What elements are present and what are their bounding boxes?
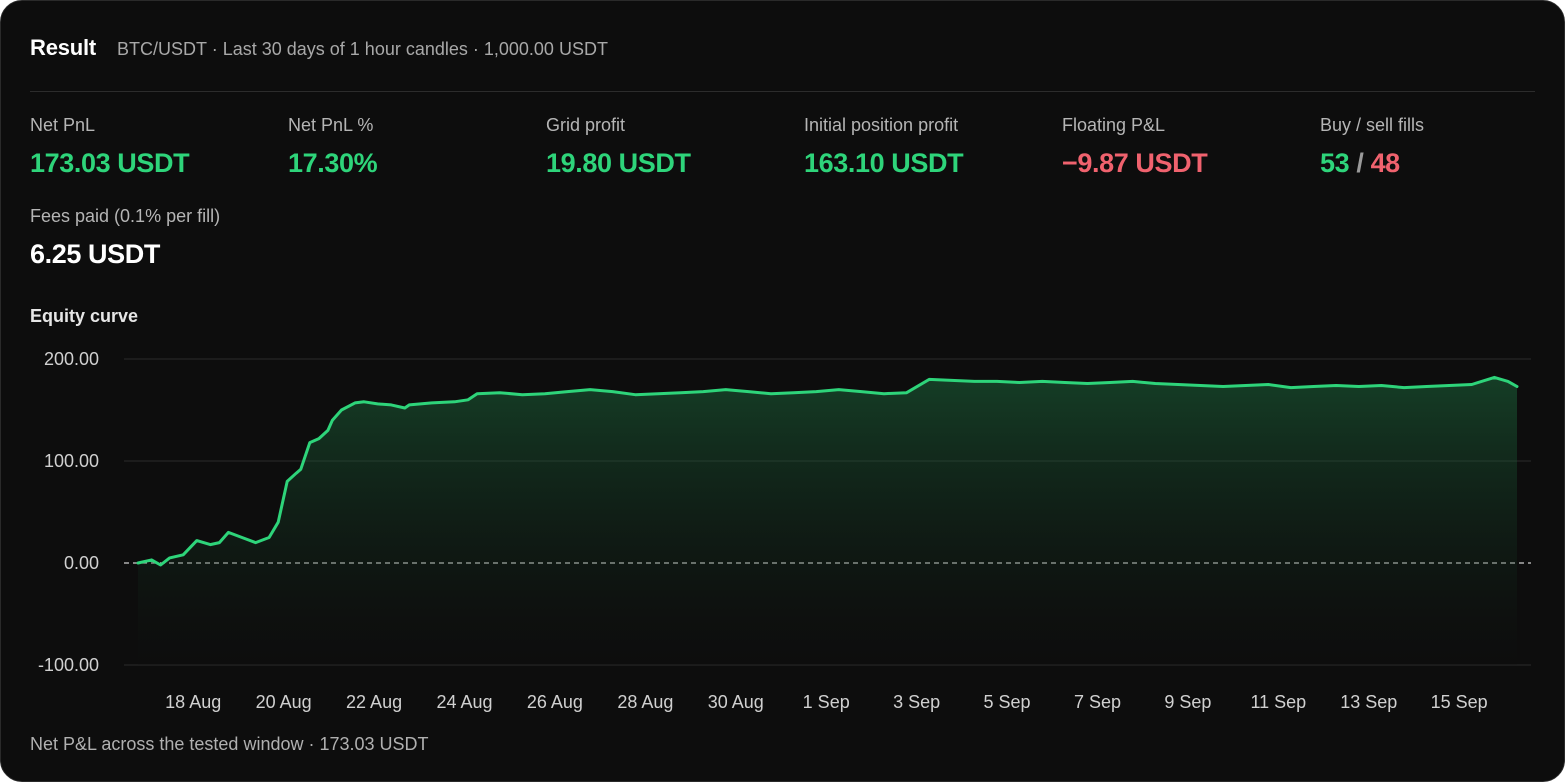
y-tick-label: 0.00 (64, 553, 99, 573)
equity-curve-chart: 200.00 100.00 0.00 -100.00 18 Aug 20 Aug 22 A… (38, 349, 1531, 712)
x-tick-label: 28 Aug (617, 692, 673, 712)
x-tick-label: 5 Sep (984, 692, 1031, 712)
result-title: Result (30, 35, 97, 60)
stat-label: Floating P&L (1062, 115, 1166, 135)
stat-grid-profit: Grid profit 19.80 USDT (546, 115, 691, 179)
y-tick-label: 200.00 (44, 349, 99, 369)
stat-net-pnl-percent: Net PnL % 17.30% (288, 115, 378, 179)
stat-initial-position-profit: Initial position profit 163.10 USDT (804, 115, 964, 179)
x-tick-label: 7 Sep (1074, 692, 1121, 712)
x-tick-label: 1 Sep (803, 692, 850, 712)
result-subtitle: BTC/USDT · Last 30 days of 1 hour candle… (117, 39, 608, 59)
buy-fills-count: 53 (1320, 148, 1350, 178)
stat-value: −9.87 USDT (1062, 148, 1208, 178)
fills-separator: / (1356, 148, 1364, 178)
x-tick-label: 30 Aug (708, 692, 764, 712)
equity-line (136, 375, 1519, 567)
x-tick-label: 24 Aug (436, 692, 492, 712)
x-tick-label: 18 Aug (165, 692, 221, 712)
stat-value: 6.25 USDT (30, 239, 160, 269)
stat-fees-paid: Fees paid (0.1% per fill) 6.25 USDT (30, 206, 220, 270)
stat-label: Initial position profit (804, 115, 959, 135)
x-tick-label: 26 Aug (527, 692, 583, 712)
stat-value: 53 / 48 (1320, 148, 1424, 179)
x-tick-label: 22 Aug (346, 692, 402, 712)
stat-label: Net PnL % (288, 115, 374, 135)
x-tick-label: 13 Sep (1340, 692, 1397, 712)
equity-footer: Net P&L across the tested window · 173.0… (30, 734, 429, 754)
y-tick-label: 100.00 (44, 451, 99, 471)
stat-label: Net PnL (30, 115, 96, 135)
stat-net-pnl: Net PnL 173.03 USDT (30, 115, 190, 179)
stat-value: 163.10 USDT (804, 148, 964, 178)
stat-buy-sell-fills: Buy / sell fills 53 / 48 (1320, 115, 1424, 179)
equity-curve-title: Equity curve (30, 306, 139, 326)
stat-value: 173.03 USDT (30, 148, 190, 178)
stat-label: Buy / sell fills (1320, 115, 1425, 135)
x-tick-label: 3 Sep (893, 692, 940, 712)
x-tick-label: 11 Sep (1250, 692, 1306, 712)
header-divider (30, 91, 1535, 92)
x-tick-label: 15 Sep (1431, 692, 1488, 712)
equity-area (138, 377, 1517, 665)
stat-label: Fees paid (0.1% per fill) (30, 206, 221, 226)
stat-floating-pnl: Floating P&L −9.87 USDT (1062, 115, 1208, 179)
result-header: Result BTC/USDT · Last 30 days of 1 hour… (30, 35, 608, 69)
stat-value: 19.80 USDT (546, 148, 691, 178)
x-tick-label: 9 Sep (1164, 692, 1211, 712)
y-tick-label: -100.00 (38, 655, 99, 675)
stat-value: 17.30% (288, 148, 378, 178)
stat-label: Grid profit (546, 115, 626, 135)
x-tick-label: 20 Aug (256, 692, 312, 712)
sell-fills-count: 48 (1370, 148, 1401, 178)
